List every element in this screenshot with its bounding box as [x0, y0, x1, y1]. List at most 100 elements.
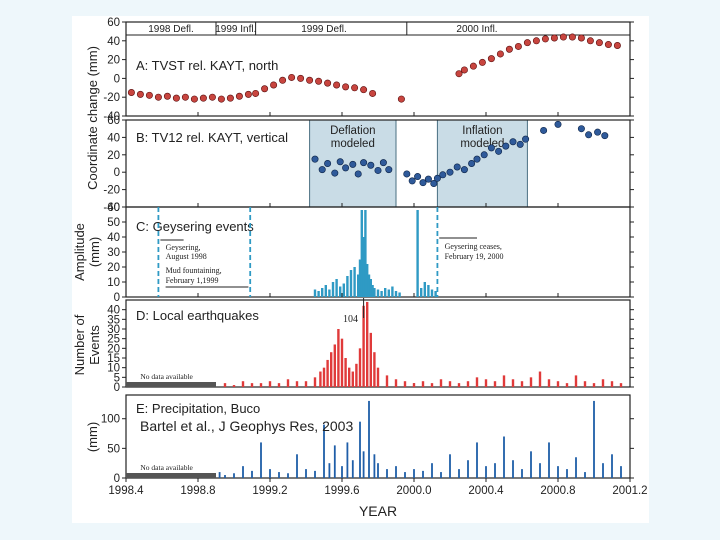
panel-d-bar	[475, 377, 479, 387]
panel-b-point	[349, 160, 357, 168]
panel-d-bar	[330, 352, 333, 387]
precipitation-ylabel: (mm)	[85, 422, 100, 452]
panel-e-bar	[557, 466, 559, 478]
panel-c-y-tick-label: 20	[107, 262, 120, 274]
panel-b-point	[374, 166, 382, 174]
panel-e-bar	[333, 445, 336, 478]
panel-c-bar	[357, 274, 360, 297]
panel-a-point	[613, 41, 621, 49]
panel-d-bar	[322, 367, 326, 387]
panel-a-point	[541, 35, 549, 43]
panel-c-bar	[358, 259, 362, 297]
panel-c-bar	[420, 288, 423, 297]
panel-c-bar	[324, 285, 327, 297]
panel-b-point	[408, 177, 416, 185]
panel-d-bar	[502, 375, 506, 387]
panel-d-bar	[304, 381, 308, 387]
annotation-text: Geysering,	[166, 243, 201, 252]
annotation-text: Mud fountaining,	[166, 266, 222, 275]
panel-c-title: C: Geysering events	[136, 219, 254, 234]
panel-c-bar	[387, 289, 390, 297]
panel-c-bar	[362, 237, 365, 297]
x-axis-title: YEAR	[359, 503, 397, 519]
panel-e-bar	[602, 463, 604, 478]
panel-b-point	[318, 166, 326, 174]
panel-b-point	[468, 160, 476, 168]
panel-e-bar	[362, 451, 365, 478]
panel-c-bar	[349, 270, 353, 297]
panel-b-point	[367, 161, 375, 169]
phase-label: 2000 Infl.	[456, 24, 497, 35]
panel-b-point	[385, 166, 393, 174]
panel-c-y-tick-label: 50	[107, 217, 120, 229]
panel-e-bar	[566, 469, 568, 478]
panel-c-bar	[328, 289, 331, 297]
panel-a-point	[297, 74, 305, 82]
panel-a-frame	[125, 21, 631, 117]
panel-d-bar	[619, 383, 623, 387]
panel-d-bar	[286, 379, 290, 387]
phase-label: 1999 Defl.	[301, 24, 347, 35]
panel-a-point	[306, 76, 314, 84]
phase-label: 1998 Defl.	[148, 24, 194, 35]
panel-c-bar	[373, 288, 376, 297]
x-axis-tick-label: 2001.2	[612, 485, 647, 497]
panel-b-point	[419, 179, 427, 187]
panel-a-point	[577, 34, 585, 42]
panel-a-point	[244, 90, 252, 98]
panel-b-point	[554, 120, 562, 128]
panel-d-bar	[394, 379, 398, 387]
panel-b-point	[495, 147, 503, 155]
panel-d-bar	[259, 383, 263, 387]
panel-c-bar	[384, 288, 387, 297]
panel-e-bar	[611, 454, 613, 478]
panel-b-y-tick-label: 60	[107, 115, 120, 127]
panel-b-point	[379, 159, 387, 167]
panel-a-y-tick-label: 40	[107, 36, 120, 48]
panel-d-bar	[326, 359, 329, 387]
panel-b-point	[446, 168, 454, 176]
panel-a-point	[190, 95, 198, 103]
panel-d-bar	[232, 385, 236, 387]
panel-d-y-tick-label: 5	[114, 372, 120, 384]
panel-e-y-tick-label: 100	[101, 414, 120, 426]
panel-d-bar	[376, 367, 380, 387]
panel-c-bar	[434, 291, 437, 297]
panel-a-point	[505, 45, 513, 53]
panel-d-bar	[538, 371, 542, 387]
panel-b-point	[433, 174, 441, 182]
panel-e-bar	[593, 400, 595, 478]
panel-b-point	[354, 170, 362, 178]
panel-e-bar	[242, 466, 244, 478]
number-of-events-ylabel: Number of	[72, 314, 87, 375]
panel-e-bar	[305, 469, 307, 478]
x-axis-tick-label: 2000.0	[396, 485, 431, 497]
panel-d-bar	[457, 383, 461, 387]
panel-c-bar	[416, 210, 419, 297]
panel-b-y-tick-label: -20	[103, 185, 120, 197]
panel-d-y-tick-label: 15	[107, 353, 120, 365]
panel-d-bar	[412, 383, 416, 387]
panel-d-bar	[358, 348, 362, 387]
citation-text: Bartel et al., J Geophys Res, 2003	[140, 418, 354, 434]
panel-d-bar	[421, 381, 425, 387]
panel-c-bar	[317, 291, 320, 297]
panel-e-bar	[346, 442, 349, 478]
panel-d-bar	[448, 381, 452, 387]
panel-e-bar	[530, 451, 532, 478]
panel-d-bar	[385, 375, 389, 387]
panel-c-bar	[423, 282, 426, 297]
panel-b-point	[540, 126, 548, 134]
panel-a-point	[127, 89, 135, 97]
panel-e-bar	[521, 469, 523, 478]
panel-a-title: A: TVST rel. KAYT, north	[136, 58, 278, 73]
panel-d-bar	[373, 352, 376, 387]
panel-e-bar	[413, 469, 415, 478]
panel-e-bar	[251, 470, 253, 478]
panel-e-bar	[287, 473, 289, 478]
panel-a-point	[397, 95, 405, 103]
annotation-text: Geysering ceases,	[445, 242, 502, 251]
panel-d-bar	[484, 379, 488, 387]
panel-e-bar	[467, 460, 469, 478]
